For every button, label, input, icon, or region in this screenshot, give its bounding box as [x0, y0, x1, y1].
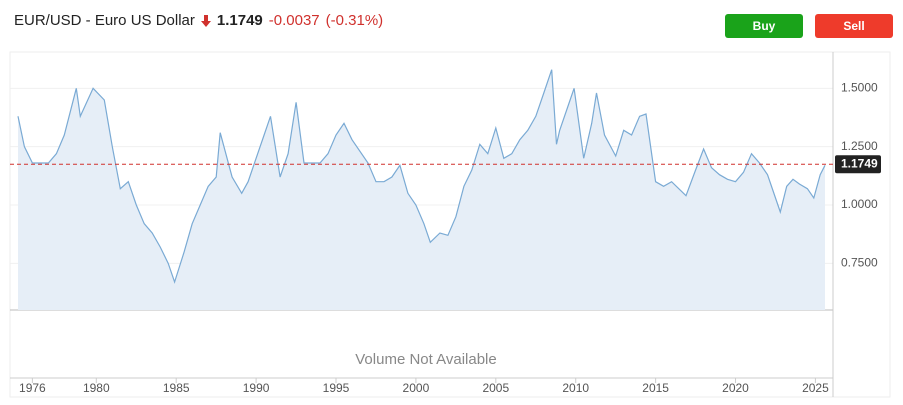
last-price-label: 1.1749 [841, 156, 878, 170]
watermark: Investing [32, 264, 129, 289]
header: EUR/USD - Euro US Dollar 1.1749 -0.0037 … [14, 12, 383, 29]
x-tick-label: 1980 [83, 381, 110, 395]
x-tick-label: 1976 [19, 381, 46, 395]
sell-button[interactable]: Sell [815, 14, 893, 38]
x-tick-label: 1985 [163, 381, 190, 395]
change: -0.0037 [268, 12, 320, 29]
x-tick-label: 1995 [323, 381, 350, 395]
volume-note: Volume Not Available [355, 351, 496, 368]
x-tick-label: 2000 [403, 381, 430, 395]
x-tick-label: 2025 [802, 381, 829, 395]
price: 1.1749 [216, 12, 263, 29]
x-tick-label: 2010 [562, 381, 589, 395]
x-tick-label: 1990 [243, 381, 270, 395]
last-price-box [835, 155, 881, 174]
frame [9, 51, 891, 398]
y-tick-label: 1.5000 [841, 81, 878, 95]
price-line [17, 69, 826, 284]
change-pct: (-0.31%) [325, 12, 384, 29]
y-tick-label: 1.0000 [841, 197, 878, 211]
x-tick-label: 2015 [642, 381, 669, 395]
y-tick-label: 1.2500 [841, 139, 878, 153]
title: EUR/USD - Euro US Dollar [14, 12, 195, 29]
x-tick-label: 2005 [482, 381, 509, 395]
area [18, 69, 826, 310]
buy-button[interactable]: Buy [725, 14, 803, 38]
y-tick-label: 0.7500 [841, 256, 878, 270]
down-arrow [200, 14, 211, 27]
x-tick-label: 2020 [722, 381, 749, 395]
watermark-suffix: .com [136, 272, 171, 289]
